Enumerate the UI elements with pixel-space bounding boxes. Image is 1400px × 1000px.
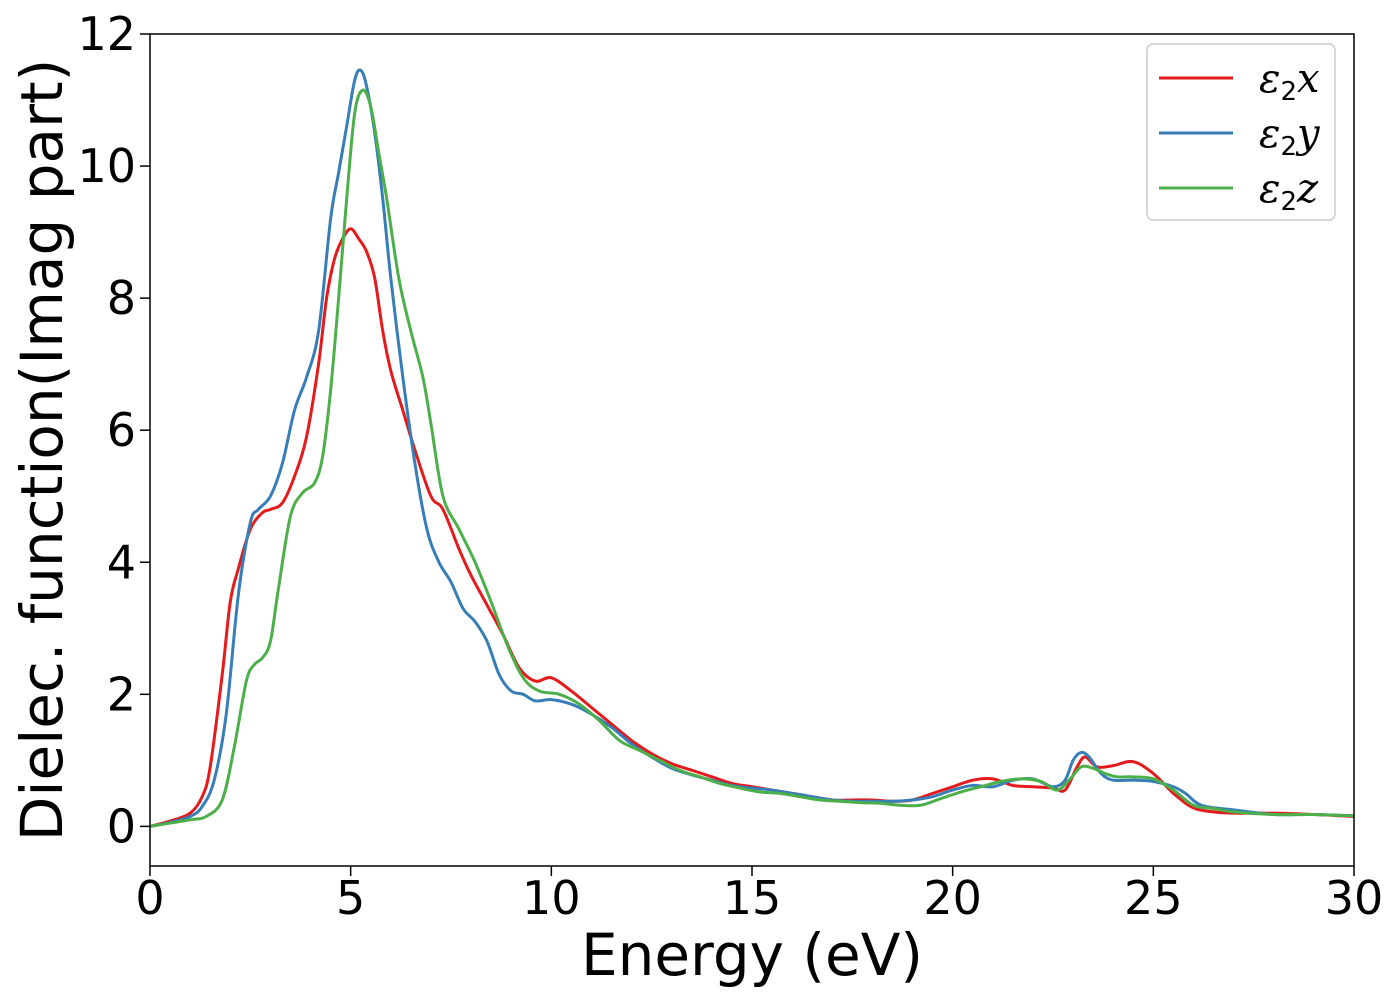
legend-axis-letter: y <box>1295 111 1321 157</box>
y-tick-label: 4 <box>107 535 136 589</box>
x-axis-label: Energy (eV) <box>581 921 923 989</box>
x-tick-label: 0 <box>135 871 164 925</box>
x-tick-label: 25 <box>1124 871 1183 925</box>
legend-box <box>1146 43 1336 221</box>
legend-axis-letter: x <box>1297 56 1320 102</box>
x-tick-label: 5 <box>336 871 365 925</box>
legend-axis-letter: z <box>1296 166 1319 212</box>
series-line-z <box>150 88 1354 828</box>
legend-label-y: ε2y <box>1259 111 1321 162</box>
legend-symbol: ε <box>1259 56 1280 102</box>
x-tick-label: 15 <box>723 871 782 925</box>
axis-layer: 0 5 10 15 20 25 30 0 2 4 6 8 10 12 <box>77 7 1383 925</box>
y-tick-label: 6 <box>107 403 136 457</box>
y-tick-label: 8 <box>107 271 136 325</box>
y-tick-label: 0 <box>107 799 136 853</box>
legend-label-z: ε2z <box>1259 166 1319 217</box>
x-tick-label: 30 <box>1325 871 1384 925</box>
legend-label-x: ε2x <box>1259 56 1320 107</box>
series-layer <box>150 68 1354 828</box>
legend-symbol: ε <box>1259 111 1280 157</box>
x-tick-label: 10 <box>522 871 581 925</box>
y-axis-label: Dielec. function(Imag part) <box>8 59 76 842</box>
legend-subscript: 2 <box>1280 77 1297 107</box>
x-tick-label: 20 <box>923 871 982 925</box>
y-tick-label: 10 <box>77 139 136 193</box>
legend-symbol: ε <box>1259 166 1280 212</box>
y-tick-label: 2 <box>107 667 136 721</box>
legend-subscript: 2 <box>1280 187 1297 217</box>
y-tick-label: 12 <box>77 7 136 61</box>
legend-subscript: 2 <box>1280 132 1297 162</box>
